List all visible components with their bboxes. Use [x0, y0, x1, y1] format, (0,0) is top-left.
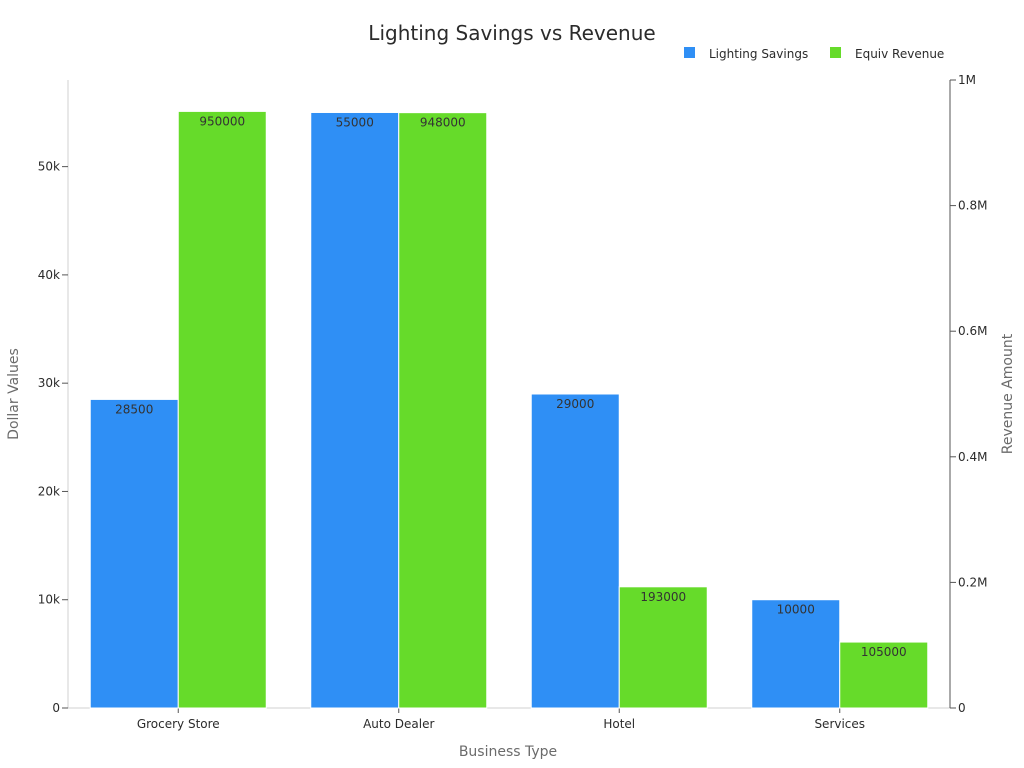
y-right-tick-label: 0.6M: [958, 324, 987, 338]
data-label: 193000: [640, 590, 686, 604]
y-axis-right-title: Revenue Amount: [1000, 333, 1016, 454]
legend-swatch: [684, 47, 695, 58]
y-left-tick-label: 20k: [38, 484, 60, 498]
bar-savings: [530, 393, 620, 709]
y-left-tick-label: 40k: [38, 268, 60, 282]
y-left-tick-label: 10k: [38, 593, 60, 607]
y-left-tick-label: 50k: [38, 160, 60, 174]
x-axis-title: Business Type: [459, 744, 557, 760]
y-right-tick-label: 1M: [958, 73, 976, 87]
x-tick-label: Grocery Store: [137, 717, 220, 731]
bar-revenue: [177, 110, 267, 709]
data-label: 55000: [336, 115, 374, 129]
legend: Lighting Savings Equiv Revenue: [684, 47, 944, 61]
bar-savings: [310, 111, 400, 709]
x-tick-label: Services: [814, 717, 865, 731]
y-left-tick-label: 0: [52, 701, 60, 715]
y-axis-left-title: Dollar Values: [6, 348, 22, 440]
bars: [89, 110, 929, 709]
y-right-tick-label: 0: [958, 701, 966, 715]
bar-savings: [751, 599, 841, 709]
data-label: 950000: [199, 114, 245, 128]
bar-revenue: [839, 641, 929, 709]
y-right-tick-label: 0.2M: [958, 575, 987, 589]
data-label: 10000: [777, 603, 815, 617]
legend-label: Equiv Revenue: [855, 47, 944, 61]
y-right-tick-label: 0.8M: [958, 199, 987, 213]
data-label: 28500: [115, 402, 153, 416]
data-labels: 28500 950000 55000 948000 29000 193000 10000 10…: [115, 114, 907, 659]
bar-revenue: [398, 112, 488, 709]
bar-revenue: [618, 586, 708, 709]
bar-savings: [89, 398, 179, 709]
y-left-tick-label: 30k: [38, 376, 60, 390]
x-tick-label: Hotel: [603, 717, 635, 731]
data-label: 29000: [556, 397, 594, 411]
data-label: 948000: [420, 116, 466, 130]
legend-swatch: [830, 47, 841, 58]
x-tick-label: Auto Dealer: [363, 717, 434, 731]
legend-label: Lighting Savings: [709, 47, 808, 61]
data-label: 105000: [861, 645, 907, 659]
y-right-tick-label: 0.4M: [958, 450, 987, 464]
chart-title: Lighting Savings vs Revenue: [368, 21, 655, 45]
